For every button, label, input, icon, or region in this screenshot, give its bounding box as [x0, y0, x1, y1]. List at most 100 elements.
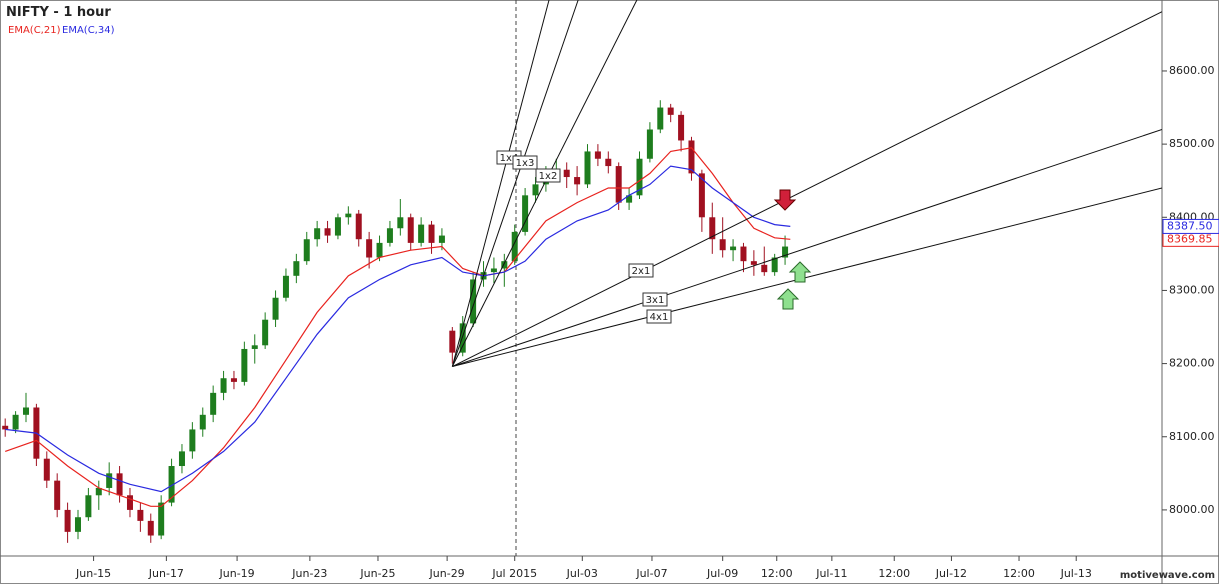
candle-body [126, 495, 133, 510]
gann-line [451, 0, 579, 367]
candle-body [563, 169, 570, 178]
x-tick-label: Jul-12 [935, 567, 967, 580]
x-tick-label: Jun-15 [75, 567, 111, 580]
candle-body [137, 509, 144, 521]
candle-body [158, 502, 165, 536]
candle-body [345, 213, 352, 218]
x-tick-label: Jul-07 [635, 567, 667, 580]
candle-body [74, 517, 81, 532]
gann-label: 4x1 [650, 312, 669, 323]
gann-line [451, 0, 550, 367]
candle-body [355, 213, 362, 240]
candle-body [428, 224, 435, 243]
candle-body [657, 107, 664, 130]
candle-body [522, 195, 529, 232]
candle-body [511, 231, 518, 262]
x-tick-label: Jun-17 [148, 567, 184, 580]
candle-body [366, 239, 373, 258]
candle-body [418, 224, 425, 243]
axes: 8000.008100.008200.008300.008400.008500.… [75, 64, 1219, 580]
candle-body [594, 151, 601, 159]
last-value-label: 8387.50 [1167, 219, 1213, 232]
candle-body [678, 114, 685, 141]
candle-body [241, 348, 248, 382]
candle-body [282, 275, 289, 298]
x-tick-label: 12:00 [1003, 567, 1035, 580]
candle-body [397, 217, 404, 229]
legend-entry: EMA(C,21) [8, 25, 61, 36]
candle-body [314, 228, 321, 240]
gann-label-box [628, 263, 654, 278]
sell-arrow [773, 189, 797, 211]
candle-body [459, 323, 466, 353]
candle-body [646, 129, 653, 159]
candle-body [85, 495, 92, 518]
candle-body [376, 242, 383, 258]
candle-body [761, 264, 768, 273]
candle-body [210, 392, 217, 415]
y-tick-label: 8100.00 [1169, 430, 1215, 443]
candle-body [303, 239, 310, 262]
buy-arrow [776, 288, 800, 310]
candle-body [490, 268, 497, 273]
candle-body [230, 378, 237, 382]
x-tick-label: Jul-03 [566, 567, 598, 580]
gann-line [452, 187, 1162, 368]
candle-body [501, 261, 508, 269]
gann-label-box [642, 292, 668, 307]
gann-line [452, 11, 1162, 367]
last-value-label: 8369.85 [1167, 232, 1213, 245]
x-tick-label: Jul 2015 [491, 567, 537, 580]
last-value-box [1162, 218, 1219, 234]
gann-label: 1x3 [516, 158, 535, 169]
candle-body [584, 151, 591, 185]
candle-body [334, 217, 341, 236]
candle-body [449, 330, 456, 353]
candle-body [147, 520, 154, 536]
buy-arrow [788, 261, 812, 283]
x-tick-label: Jun-25 [359, 567, 395, 580]
candle-body [178, 451, 185, 467]
gann-label-box [512, 155, 538, 170]
candle-body [95, 487, 102, 496]
x-tick-label: Jun-23 [291, 567, 327, 580]
gann-label: 2x1 [632, 266, 651, 277]
x-tick-label: Jul-09 [706, 567, 738, 580]
candle-body [116, 473, 123, 496]
candle-body [43, 458, 50, 481]
candle-body [324, 228, 331, 236]
y-tick-label: 8500.00 [1169, 137, 1215, 150]
candle-body [12, 414, 19, 430]
candle-body [605, 158, 612, 167]
candle-body [220, 378, 227, 393]
y-tick-label: 8300.00 [1169, 283, 1215, 296]
gann-line [452, 129, 1162, 367]
candle-body [251, 345, 258, 349]
gann-label-box [646, 309, 672, 324]
x-tick-label: Jun-19 [219, 567, 255, 580]
candle-body [719, 239, 726, 251]
candle-body [636, 158, 643, 196]
candle-body [470, 279, 477, 324]
candle-body [688, 140, 695, 174]
candle-body [106, 473, 113, 488]
candle-body [262, 319, 269, 346]
x-tick-label: Jul-11 [815, 567, 847, 580]
x-tick-label: Jun-29 [429, 567, 465, 580]
ema-line [5, 147, 791, 507]
candle-body [782, 246, 789, 258]
candle-body [22, 407, 29, 415]
y-tick-label: 8000.00 [1169, 503, 1215, 516]
candle-body [386, 228, 393, 243]
candle-body [272, 297, 279, 320]
candle-body [199, 414, 206, 430]
gann-line [451, 0, 638, 367]
candle-body [168, 466, 175, 503]
candle-body [740, 246, 747, 262]
x-tick-label: 12:00 [878, 567, 910, 580]
candle-body [698, 173, 705, 218]
x-tick-label: 12:00 [761, 567, 793, 580]
gann-label: 3x1 [646, 295, 665, 306]
